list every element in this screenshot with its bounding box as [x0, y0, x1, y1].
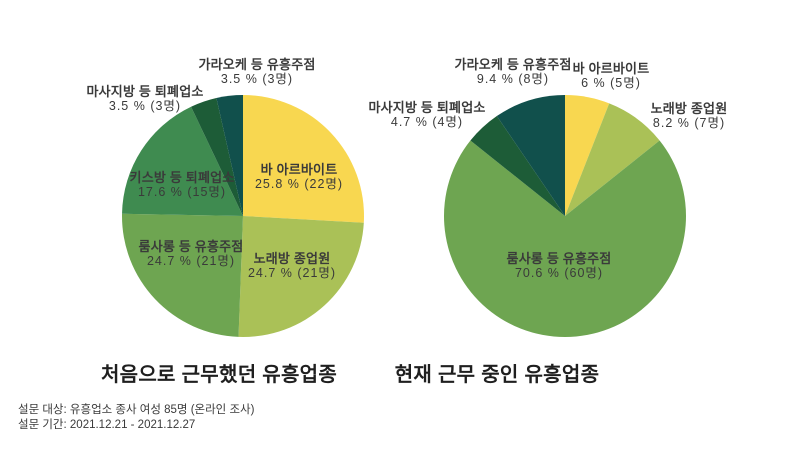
slice-label-first-0: 바 아르바이트 25.8 % (22명) — [255, 162, 343, 192]
slice-label-current-2: 룸사롱 등 유흥주점 70.6 % (60명) — [507, 251, 612, 281]
pie-first-slice-4 — [191, 97, 243, 216]
slice-label-value: 8.2 % (7명) — [652, 116, 726, 130]
pie-first-slice-0 — [243, 95, 364, 223]
pie-current-slice-3 — [470, 116, 565, 216]
slice-label-value: 9.4 % (8명) — [476, 72, 550, 86]
slice-label-current-1: 노래방 종업원 8.2 % (7명) — [651, 101, 728, 131]
slice-label-value: 4.7 % (4명) — [390, 115, 464, 129]
slice-label-name: 가라오케 등 유흥주점 — [198, 57, 316, 72]
slice-label-name: 키스방 등 퇴폐업소 — [129, 170, 235, 185]
slice-label-first-4: 마사지방 등 퇴폐업소 3.5 % (3명) — [86, 84, 203, 114]
slice-label-first-3: 키스방 등 퇴폐업소 17.6 % (15명) — [130, 170, 235, 200]
slice-label-value: 17.6 % (15명) — [137, 185, 227, 199]
slice-label-name: 룸사롱 등 유흥주점 — [506, 251, 612, 266]
slice-label-current-3: 마사지방 등 퇴폐업소 4.7 % (4명) — [368, 100, 485, 130]
pie-first-slice-1 — [238, 216, 364, 338]
slice-label-first-5: 가라오케 등 유흥주점 3.5 % (3명) — [198, 57, 315, 87]
slice-label-value: 6 % (5명) — [581, 76, 641, 90]
slice-label-value: 3.5 % (3명) — [108, 99, 182, 113]
survey-target-note: 설문 대상: 유흥업소 종사 여성 85명 (온라인 조사) — [18, 404, 255, 416]
slice-label-current-0: 바 아르바이트 6 % (5명) — [573, 61, 650, 91]
slice-label-value: 24.7 % (21명) — [247, 266, 337, 280]
survey-footnote: 설문 대상: 유흥업소 종사 여성 85명 (온라인 조사) 설문 기간: 20… — [18, 403, 254, 433]
slice-label-name: 노래방 종업원 — [253, 251, 331, 266]
pie-current-slice-1 — [565, 103, 660, 216]
pie-current-slice-0 — [565, 95, 610, 216]
slice-label-name: 바 아르바이트 — [260, 162, 338, 177]
slice-label-first-1: 노래방 종업원 24.7 % (21명) — [248, 251, 336, 281]
chart-title-current-industry: 현재 근무 중인 유흥업종 — [394, 364, 600, 386]
pie-current-slice-2 — [443, 140, 686, 338]
slice-label-current-4: 가라오케 등 유흥주점 9.4 % (8명) — [454, 57, 571, 87]
survey-period-note: 설문 기간: 2021.12.21 - 2021.12.27 — [18, 419, 196, 431]
slice-label-value: 70.6 % (60명) — [514, 266, 604, 280]
slice-label-name: 룸사롱 등 유흥주점 — [138, 239, 244, 254]
slice-label-value: 25.8 % (22명) — [254, 177, 344, 191]
pie-first-slice-5 — [216, 95, 243, 216]
slice-label-value: 3.5 % (3명) — [220, 72, 294, 86]
slice-label-name: 마사지방 등 퇴폐업소 — [368, 100, 486, 115]
slice-label-name: 마사지방 등 퇴폐업소 — [86, 84, 204, 99]
pie-first-slice-2 — [121, 213, 243, 337]
pie-first-slice-3 — [122, 106, 243, 216]
slice-label-value: 24.7 % (21명) — [146, 254, 236, 268]
pie-current-slice-4 — [496, 95, 565, 216]
slice-label-name: 가라오케 등 유흥주점 — [454, 57, 572, 72]
chart-title-first-industry: 처음으로 근무했던 유흥업종 — [100, 364, 338, 386]
slice-label-name: 노래방 종업원 — [650, 101, 728, 116]
slice-label-name: 바 아르바이트 — [572, 61, 650, 76]
slice-label-first-2: 룸사롱 등 유흥주점 24.7 % (21명) — [139, 239, 244, 269]
